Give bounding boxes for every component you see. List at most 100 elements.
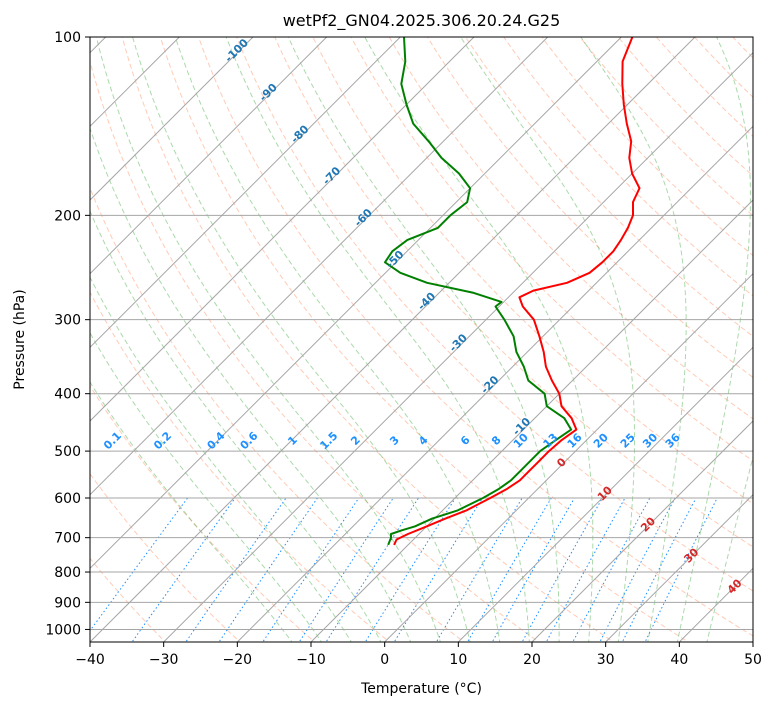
isotherm-line [384,272,753,642]
moist-adiabat-line [225,37,530,642]
mixing-ratio-line [521,497,603,642]
mixing-ratio-label: 0.2 [151,429,174,452]
isotherm-line [90,37,475,422]
y-axis-label: Pressure (hPa) [12,289,28,389]
moist-adiabat-line [95,37,441,642]
y-tick-label: 600 [54,491,81,507]
mixing-ratio-line [298,497,394,642]
isotherm-line [90,37,328,275]
dry-temperature-label: -90 [257,81,280,104]
mixing-ratio-line [491,497,575,642]
y-tick-label: 500 [54,444,81,460]
moist-adiabat-label: 0 [554,455,569,470]
mixing-ratio-line [185,497,287,642]
y-tick-label: 700 [54,531,81,547]
moist-adiabat-line [90,381,293,642]
y-tick-label: 100 [54,30,81,46]
mixing-ratio-line [466,497,552,642]
y-tick-label: 900 [54,595,81,611]
dry-temperature-label: -60 [352,206,375,229]
isotherm-line [752,641,753,642]
x-tick-label: 40 [670,652,688,668]
mixing-ratio-label: 0.4 [205,429,228,452]
dry-adiabat-line [758,24,775,645]
dry-adiabat-line [465,37,753,338]
x-tick-label: 0 [380,652,389,668]
y-tick-label: 1000 [45,622,81,638]
isotherm-line [90,37,549,496]
x-tick-label: −20 [223,652,253,668]
dry-adiabat-line [90,291,391,642]
mixing-ratio-line [131,497,236,642]
mixing-ratio-line [218,497,318,642]
mixing-ratio-label: 3 [387,433,402,448]
mixing-ratio-label: 1 [285,433,300,448]
mixing-ratio-label: 1.5 [317,429,340,452]
chart-title: wetPf2_GN04.2025.306.20.24.G25 [283,11,561,31]
dry-adiabat-line [579,37,753,217]
dry-adiabat-line [90,384,316,642]
mixing-ratio-line [644,497,718,642]
isotherm-line [90,37,696,642]
isotherm-line [531,420,753,642]
mixing-ratio-label: 30 [640,430,660,450]
mixing-ratio-line [325,497,419,642]
dry-adiabat-line [655,37,753,138]
isotherm-line [90,37,401,349]
dry-adiabat-line [312,37,753,505]
dry-adiabat-line [732,37,753,59]
mixing-ratio-line [90,497,189,632]
temperature-profile-line [393,37,641,546]
dry-temperature-label: -100 [222,36,251,65]
moist-adiabat-line [364,37,594,642]
dry-adiabat-line [197,37,753,637]
y-tick-label: 300 [54,313,81,329]
mixing-ratio-label: 20 [591,430,611,450]
mixing-ratio-line [621,497,697,642]
x-tick-label: −40 [75,652,105,668]
isotherm-line [163,51,753,642]
x-tick-label: 50 [744,652,762,668]
dry-temperature-label: -20 [478,373,501,396]
moist-adiabat-line [90,126,412,642]
dry-adiabat-line [426,37,753,379]
moist-adiabat-line [706,455,753,642]
plot-frame [89,36,754,643]
mixing-ratio-line [262,497,360,642]
dry-adiabat-line [274,37,753,548]
dry-temperature-label: -70 [320,164,343,187]
x-tick-label: 10 [449,652,467,668]
dry-adiabat-line [90,59,540,642]
mixing-ratio-line [393,497,483,642]
mixing-ratio-label: 36 [663,430,683,450]
isotherm-line [310,199,753,642]
mixing-ratio-label: 6 [458,433,473,448]
moist-adiabat-line [580,37,687,642]
dry-adiabat-line [236,37,753,592]
dry-adiabat-line [388,37,753,420]
mixing-ratio-line [435,497,523,642]
isotherm-line [457,346,753,642]
mixing-ratio-label: 0.1 [101,429,124,452]
mixing-ratio-label: 0.6 [238,429,261,452]
isotherm-line [605,493,753,642]
dry-adiabat-line [503,37,753,297]
y-tick-label: 800 [54,565,81,581]
mixing-ratio-line [364,497,456,642]
x-tick-label: −10 [296,652,326,668]
dry-temperature-label: -50 [383,248,406,271]
x-tick-label: 20 [523,652,541,668]
x-tick-label: −30 [149,652,179,668]
mixing-ratio-label: 4 [416,433,431,448]
moist-adiabat-label: 10 [595,483,615,503]
mixing-ratio-line [599,497,676,642]
y-tick-label: 400 [54,387,81,403]
dry-adiabat-line [350,37,753,462]
dry-temperature-label: -40 [415,289,438,312]
isotherm-line [90,37,254,201]
dry-temperature-label: -30 [447,331,470,354]
isotherm-line [90,37,622,570]
x-tick-label: 30 [597,652,615,668]
x-axis-label: Temperature (°C) [360,681,482,697]
